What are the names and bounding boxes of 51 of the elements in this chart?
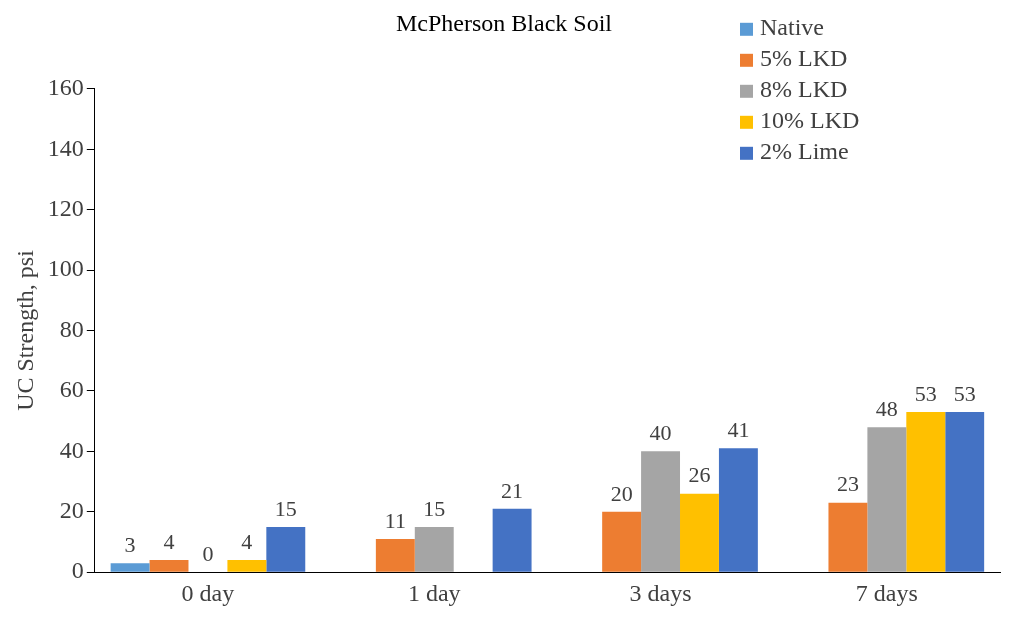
bar bbox=[945, 412, 985, 572]
bar bbox=[641, 451, 681, 572]
y-tick-label: 140 bbox=[47, 134, 84, 161]
data-label: 41 bbox=[727, 417, 750, 443]
data-label: 21 bbox=[501, 477, 524, 503]
bar bbox=[828, 502, 868, 572]
bar bbox=[414, 526, 454, 572]
data-label: 15 bbox=[423, 495, 446, 521]
data-label: 0 bbox=[202, 540, 214, 566]
data-label: 53 bbox=[914, 380, 937, 406]
y-tick-label: 100 bbox=[47, 255, 84, 282]
bar bbox=[149, 560, 189, 572]
legend-label: 8% LKD bbox=[760, 76, 848, 103]
y-tick-label: 20 bbox=[59, 497, 84, 524]
y-tick-label: 0 bbox=[71, 557, 84, 584]
legend-label: 2% Lime bbox=[760, 138, 849, 165]
data-label: 11 bbox=[384, 507, 406, 533]
bar bbox=[266, 526, 306, 572]
legend-label: Native bbox=[760, 14, 824, 41]
data-label: 15 bbox=[274, 495, 297, 521]
data-label: 48 bbox=[875, 395, 898, 421]
legend-label: 10% LKD bbox=[760, 107, 860, 134]
x-tick-label: 0 day bbox=[181, 579, 235, 606]
x-tick-label: 1 day bbox=[407, 579, 461, 606]
data-label: 40 bbox=[649, 420, 672, 446]
bar bbox=[110, 563, 150, 572]
legend-label: 5% LKD bbox=[760, 45, 848, 72]
y-tick-label: 60 bbox=[59, 376, 84, 403]
x-tick-label: 3 days bbox=[629, 579, 692, 606]
data-label: 4 bbox=[241, 528, 253, 554]
y-tick-label: 80 bbox=[59, 315, 84, 342]
data-label: 53 bbox=[953, 380, 976, 406]
bar bbox=[602, 511, 642, 572]
data-label: 20 bbox=[610, 480, 633, 506]
x-tick-label: 7 days bbox=[855, 579, 918, 606]
bar bbox=[906, 412, 946, 572]
y-axis-title: UC Strength, psi bbox=[11, 249, 38, 411]
data-label: 23 bbox=[836, 471, 859, 497]
bar bbox=[375, 538, 415, 572]
data-label: 26 bbox=[688, 462, 711, 488]
chart-title: McPherson Black Soil bbox=[396, 9, 613, 36]
bar bbox=[680, 493, 719, 572]
y-tick-label: 160 bbox=[47, 74, 84, 101]
bar bbox=[867, 427, 907, 572]
data-label: 3 bbox=[124, 531, 136, 557]
bar bbox=[718, 448, 758, 572]
bar bbox=[492, 508, 532, 572]
bar bbox=[227, 560, 267, 572]
y-tick-label: 120 bbox=[47, 194, 84, 221]
y-tick-label: 40 bbox=[59, 436, 84, 463]
data-label: 4 bbox=[163, 528, 175, 554]
